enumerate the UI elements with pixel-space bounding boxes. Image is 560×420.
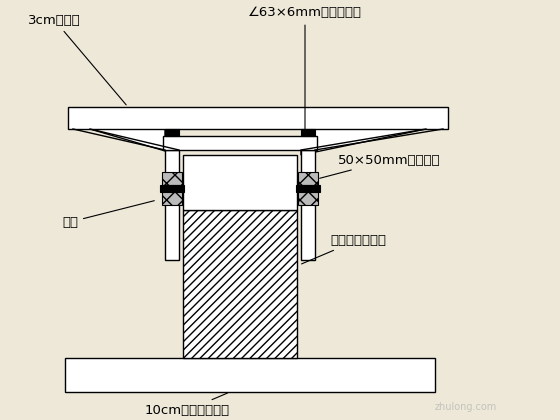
Text: 50×50mm调整木塞: 50×50mm调整木塞 bbox=[320, 153, 441, 178]
Bar bbox=[301, 129, 315, 136]
Text: 10cm厚混凝土台座: 10cm厚混凝土台座 bbox=[145, 393, 230, 417]
Bar bbox=[162, 192, 182, 205]
Bar bbox=[301, 150, 315, 260]
Text: 3cm厚木板: 3cm厚木板 bbox=[28, 13, 126, 105]
Text: ∠63×6mm的角钢卡口: ∠63×6mm的角钢卡口 bbox=[248, 6, 362, 129]
Bar bbox=[163, 136, 317, 150]
Bar bbox=[68, 107, 448, 129]
Text: zhulong.com: zhulong.com bbox=[435, 402, 497, 412]
Text: 第一次预制板桩: 第一次预制板桩 bbox=[301, 234, 386, 264]
Bar bbox=[160, 185, 184, 192]
Bar bbox=[162, 172, 182, 185]
Bar bbox=[165, 150, 179, 260]
Bar bbox=[165, 129, 179, 136]
Text: 撑杆: 撑杆 bbox=[62, 201, 155, 228]
Bar bbox=[183, 210, 297, 358]
Bar bbox=[65, 358, 435, 392]
Bar bbox=[183, 155, 297, 210]
Polygon shape bbox=[73, 129, 179, 155]
Bar bbox=[298, 172, 318, 185]
Bar bbox=[296, 185, 320, 192]
Bar bbox=[298, 192, 318, 205]
Polygon shape bbox=[301, 129, 443, 155]
